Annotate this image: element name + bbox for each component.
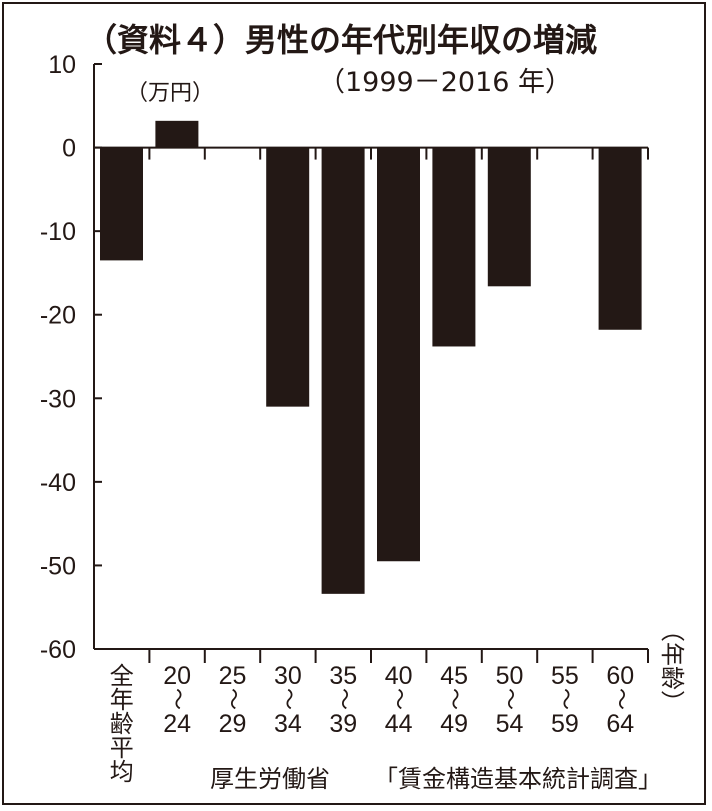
category-label: 〜 [386, 688, 411, 710]
y-tick-label: 0 [62, 135, 76, 163]
category-label: 64 [606, 710, 634, 738]
y-tick-label: -10 [40, 218, 76, 246]
y-tick-label: -20 [40, 302, 76, 330]
category-label: 〜 [497, 688, 522, 710]
category-label: 〜 [441, 688, 466, 710]
y-tick-label: -60 [40, 636, 76, 664]
category-label: 24 [163, 710, 191, 738]
y-tick-label: -40 [40, 469, 76, 497]
category-label: 60 [606, 662, 634, 690]
bar [155, 120, 199, 148]
category-label: 30 [274, 662, 302, 690]
bar [598, 147, 642, 330]
source-org: 厚生労働省 [210, 765, 330, 793]
category-label: 39 [329, 710, 357, 738]
x-axis-label: （年齢） [658, 618, 686, 714]
category-label: 20 [163, 662, 191, 690]
category-label: 均 [110, 759, 134, 786]
category-label: 〜 [220, 688, 245, 710]
category-label: 35 [329, 662, 357, 690]
chart-frame [2, 2, 706, 805]
category-label: 全 [110, 663, 134, 690]
y-tick-label: -50 [40, 552, 76, 580]
chart-subtitle: （1999－2016 年） [318, 67, 572, 98]
category-label: 25 [219, 662, 247, 690]
bar [321, 147, 365, 594]
category-label: 齢 [110, 711, 134, 738]
y-tick-label: 10 [48, 51, 76, 79]
unit-label: （万円） [126, 81, 214, 106]
category-label: 49 [440, 710, 468, 738]
bar [100, 147, 143, 261]
bar [266, 147, 310, 407]
category-label: 34 [274, 710, 302, 738]
bar [432, 147, 476, 347]
category-label: 平 [110, 735, 134, 762]
category-label: 〜 [330, 688, 355, 710]
category-label: 55 [551, 662, 579, 690]
category-label: 59 [551, 710, 579, 738]
category-label: 44 [385, 710, 413, 738]
category-label: 50 [496, 662, 524, 690]
bar [487, 147, 531, 287]
category-label: 54 [496, 710, 524, 738]
category-label: 〜 [164, 688, 189, 710]
source-survey: 「賃金構造基本統計調査」 [374, 765, 662, 793]
category-label: 40 [385, 662, 413, 690]
category-label: 29 [219, 710, 247, 738]
category-label: 45 [440, 662, 468, 690]
category-label: 〜 [552, 688, 577, 710]
y-tick-label: -30 [40, 385, 76, 413]
category-label: 〜 [607, 688, 632, 710]
chart-title: （資料４）男性の年代別年収の増減 [85, 21, 597, 59]
bar [377, 147, 420, 562]
category-label: 年 [110, 687, 134, 714]
category-label: 〜 [275, 688, 300, 710]
